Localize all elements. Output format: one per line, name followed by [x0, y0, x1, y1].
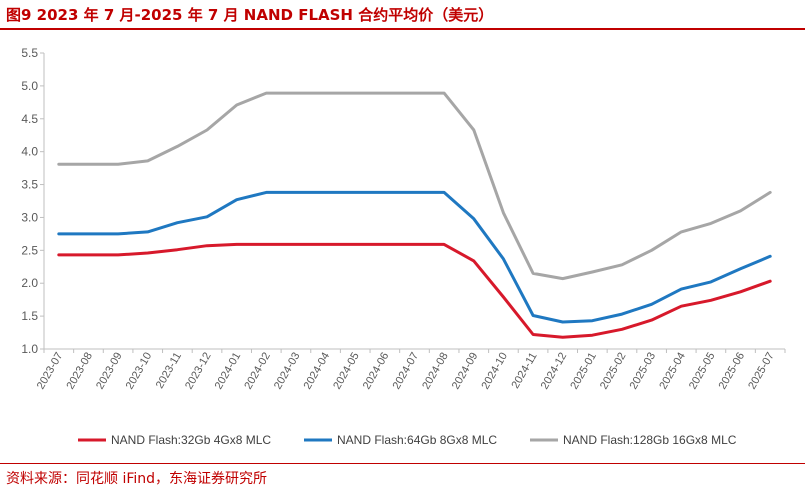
- x-tick-label: 2024-01: [213, 351, 244, 392]
- y-tick-label: 3.0: [21, 210, 38, 224]
- y-tick-labels: 1.0 1.5 2.0 2.5 3.0 3.5 4.0 4.5 5.0 5.5: [21, 46, 38, 356]
- x-tick-label: 2025-07: [746, 351, 777, 392]
- legend-label: NAND Flash:128Gb 16Gx8 MLC: [563, 433, 737, 447]
- legend-label: NAND Flash:64Gb 8Gx8 MLC: [337, 433, 497, 447]
- series-line-2: [57, 190, 772, 324]
- x-tick-label: 2023-10: [124, 351, 155, 392]
- x-tick-label: 2024-04: [302, 351, 333, 392]
- x-tick-label: 2023-08: [64, 351, 95, 392]
- legend: NAND Flash:32Gb 4Gx8 MLC NAND Flash:64Gb …: [78, 433, 737, 447]
- series-lines: [57, 91, 772, 339]
- x-tick-label: 2025-03: [628, 351, 659, 392]
- x-tick-label: 2025-05: [687, 351, 718, 392]
- chart-title: 图9 2023 年 7 月-2025 年 7 月 NAND FLASH 合约平均…: [6, 6, 494, 24]
- x-tick-label: 2024-11: [509, 351, 539, 391]
- line-chart: 1.01.52.02.53.03.54.04.55.05.5 2023-07 20…: [21, 46, 786, 447]
- y-tick-label: 3.5: [21, 178, 38, 192]
- axes: [40, 52, 786, 353]
- x-tick-label: 2024-03: [272, 351, 303, 392]
- x-tick-label: 2024-12: [539, 351, 570, 392]
- y-tick-label: 4.0: [21, 145, 38, 159]
- x-tick-label: 2024-02: [242, 351, 273, 392]
- source-rule: [0, 463, 805, 464]
- title-rule: [0, 28, 805, 30]
- series-line-3: [57, 91, 772, 281]
- legend-label: NAND Flash:32Gb 4Gx8 MLC: [111, 433, 271, 447]
- x-tick-label: 2025-01: [568, 351, 599, 392]
- x-tick-label: 2023-09: [94, 351, 125, 392]
- x-tick-label: 2024-05: [331, 351, 362, 392]
- x-tick-label: 2025-04: [657, 351, 688, 392]
- x-tick-labels: 2023-07 2023-08 2023-09 2023-10 2023-11 2023-…: [35, 351, 777, 392]
- x-tick-label: 2024-10: [479, 351, 510, 392]
- x-tick-label: 2023-12: [183, 351, 214, 392]
- series-line-1: [57, 242, 772, 339]
- x-tick-label: 2025-02: [598, 351, 629, 392]
- source-note: 资料来源：同花顺 iFind，东海证券研究所: [6, 471, 268, 487]
- y-tick-label: 5.0: [21, 79, 38, 93]
- x-tick-label: 2024-07: [391, 351, 422, 392]
- x-tick-label: 2024-09: [450, 351, 481, 392]
- x-tick-label: 2024-06: [361, 351, 392, 392]
- x-tick-label: 2025-06: [717, 351, 748, 392]
- y-tick-label: 5.5: [21, 46, 38, 60]
- y-tick-label: 2.5: [21, 243, 38, 257]
- x-tick-label: 2023-07: [35, 351, 66, 392]
- y-tick-label: 4.5: [21, 112, 38, 126]
- x-tick-label: 2024-08: [420, 351, 451, 392]
- y-tick-label: 1.0: [21, 342, 38, 356]
- y-tick-label: 2.0: [21, 276, 38, 290]
- y-tick-label: 1.5: [21, 309, 38, 323]
- x-tick-label: 2023-11: [154, 351, 184, 391]
